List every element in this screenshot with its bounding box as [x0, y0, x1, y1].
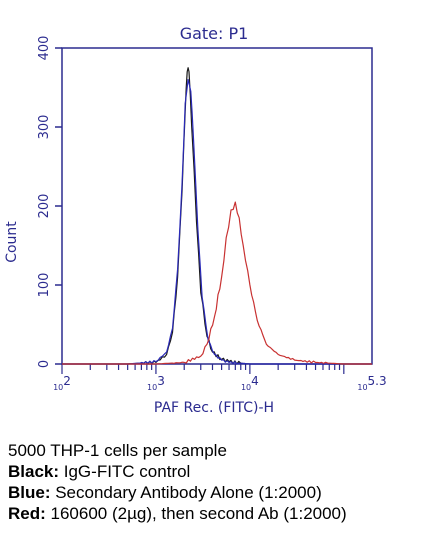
x-tick-label: 102: [53, 374, 71, 392]
y-axis-label: Count: [4, 221, 20, 263]
y-tick-label: 300: [37, 115, 52, 140]
x-axis-label: PAF Rec. (FITC)-H: [154, 400, 274, 416]
series-layer: [62, 67, 372, 365]
x-tick-label: 105.3: [357, 374, 386, 392]
y-tick-label: 200: [37, 194, 52, 219]
x-axis: 102 103 104 105.3: [53, 364, 387, 392]
caption-blue-text: Secondary Antibody Alone (1:2000): [50, 483, 322, 502]
caption-blue-key: Blue:: [8, 483, 51, 502]
caption-line-cells: 5000 THP-1 cells per sample: [8, 441, 227, 460]
chart-title: Gate: P1: [180, 24, 249, 43]
series-line-red: [62, 201, 372, 365]
y-tick-label: 0: [37, 360, 52, 368]
figure-caption: 5000 THP-1 cells per sample Black: IgG-F…: [8, 440, 347, 524]
series-line-blue: [62, 79, 372, 365]
caption-black-key: Black:: [8, 462, 60, 481]
caption-line-blue: Blue: Secondary Antibody Alone (1:2000): [8, 482, 347, 503]
y-tick-label: 100: [37, 273, 52, 298]
plot-frame: [61, 47, 373, 365]
caption-red-text: 160600 (2µg), then second Ab (1:2000): [45, 504, 347, 523]
series-line-black: [62, 67, 372, 365]
histogram-chart: Gate: P1 0 100 200 300 400 102 103 104 105.3 Co…: [4, 24, 387, 416]
x-tick-label: 104: [241, 374, 259, 392]
caption-line-black: Black: IgG-FITC control: [8, 461, 347, 482]
caption-red-key: Red:: [8, 504, 46, 523]
x-tick-label: 103: [147, 374, 165, 392]
y-tick-label: 400: [37, 36, 52, 61]
caption-black-text: IgG-FITC control: [59, 462, 191, 481]
y-axis: 0 100 200 300 400: [37, 36, 62, 368]
caption-line-red: Red: 160600 (2µg), then second Ab (1:200…: [8, 503, 347, 524]
